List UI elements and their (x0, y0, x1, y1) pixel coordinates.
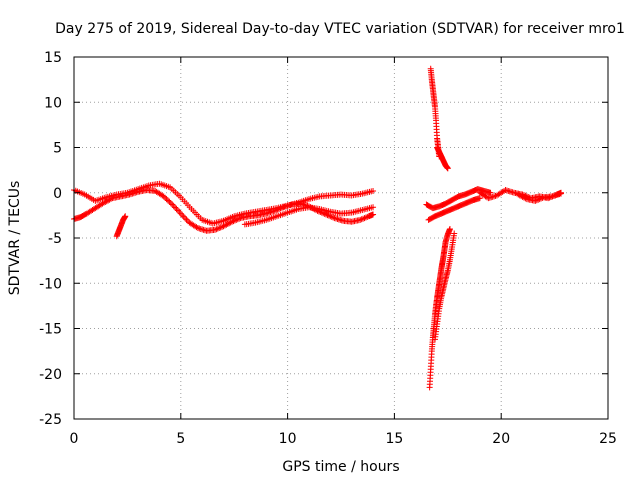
data-point (172, 204, 179, 211)
data-point (122, 213, 129, 220)
x-tick-label: 0 (70, 431, 79, 447)
data-point (182, 215, 189, 222)
series-arc-main-upper (71, 180, 377, 227)
data-point (211, 226, 218, 233)
data-point (274, 206, 281, 213)
data-point (174, 207, 181, 214)
data-point (180, 213, 187, 220)
data-point (539, 194, 546, 201)
chart-title: Day 275 of 2019, Sidereal Day-to-day VTE… (55, 21, 625, 37)
data-point (227, 219, 234, 226)
series-arc-main-lower (71, 187, 377, 234)
data-point (230, 218, 237, 225)
data-point (362, 214, 369, 221)
y-tick-label: -5 (48, 231, 62, 247)
y-tick-label: -10 (39, 276, 62, 292)
y-tick-label: 0 (53, 186, 62, 202)
grid (74, 57, 608, 419)
data-point (214, 225, 221, 232)
data-point (370, 211, 377, 218)
series-arc-post-spike (423, 186, 494, 212)
data-point (236, 215, 243, 222)
data-point (330, 214, 337, 221)
data-point (535, 196, 542, 203)
data-point (446, 225, 453, 232)
data-point (361, 215, 368, 222)
data-point (532, 197, 539, 204)
data-point (177, 210, 184, 217)
series-arc-spike-lower-2 (431, 230, 458, 343)
data-point (163, 196, 170, 203)
data-point (558, 190, 565, 197)
x-tick-label: 15 (385, 431, 403, 447)
data-point (533, 197, 540, 204)
data-point (271, 207, 278, 214)
y-tick-label: 15 (44, 50, 62, 66)
y-tick-label: 10 (44, 95, 62, 111)
data-point (360, 215, 367, 222)
data-marks (71, 65, 565, 391)
x-tick-label: 20 (492, 431, 510, 447)
data-point (370, 204, 377, 211)
data-point (164, 197, 171, 204)
data-point (358, 216, 365, 223)
data-point (170, 203, 177, 210)
y-tick-label: -25 (39, 412, 62, 428)
data-point (323, 211, 330, 218)
data-point (444, 165, 451, 172)
data-point (476, 195, 483, 202)
data-point (233, 216, 240, 223)
data-point (231, 217, 238, 224)
data-point (370, 187, 377, 194)
data-point (213, 226, 220, 233)
data-point (108, 195, 115, 202)
x-axis-label: GPS time / hours (282, 459, 399, 475)
data-point (522, 195, 529, 202)
y-tick-label: -15 (39, 322, 62, 338)
data-point (217, 224, 224, 231)
data-point (536, 196, 543, 203)
series-arc-post-spike-2 (425, 195, 483, 223)
series-arc-tail-2 (515, 190, 565, 204)
data-point (273, 207, 280, 214)
data-point (324, 212, 331, 219)
axis-ticks: 0 5 10 15 20 25 15 10 5 0 -5 -10 -15 -20 -25 (39, 50, 617, 447)
data-point (216, 225, 223, 232)
data-point (278, 204, 285, 211)
data-point (167, 200, 174, 207)
series-arc-short-1 (113, 213, 129, 240)
data-point (193, 224, 200, 231)
data-point (169, 201, 176, 208)
data-point (219, 223, 226, 230)
data-point (234, 216, 241, 223)
data-point (487, 189, 494, 196)
y-axis-label: SDTVAR / TECUs (7, 181, 23, 296)
data-point (179, 212, 186, 219)
data-point (451, 230, 458, 237)
data-point (183, 216, 190, 223)
y-tick-label: 5 (53, 141, 62, 157)
series-arc-mid (241, 204, 377, 228)
data-point (538, 195, 545, 202)
data-point (176, 209, 183, 216)
data-point (162, 194, 169, 201)
x-tick-label: 5 (176, 431, 185, 447)
x-tick-label: 25 (599, 431, 617, 447)
series-arc-spike-upper (427, 65, 443, 160)
data-point (276, 206, 283, 213)
data-point (173, 206, 180, 213)
data-point (166, 198, 173, 205)
data-point (357, 216, 364, 223)
y-tick-label: -20 (39, 367, 62, 383)
data-point (160, 193, 167, 200)
data-point (229, 218, 236, 225)
series-arc-spike-right (434, 144, 451, 172)
data-point (277, 205, 284, 212)
x-tick-label: 10 (279, 431, 297, 447)
